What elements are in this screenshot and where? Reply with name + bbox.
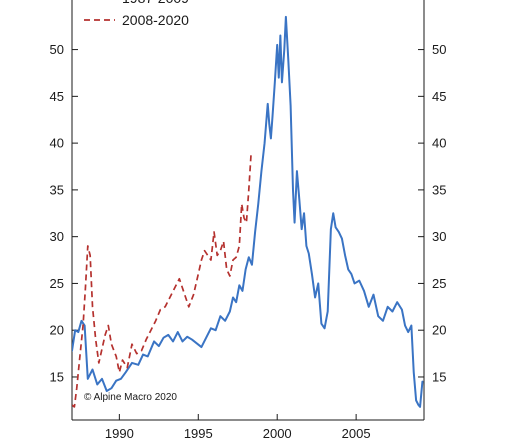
copyright-annotation: © Alpine Macro 2020 <box>84 392 177 403</box>
y-tick-label-right: 15 <box>432 369 446 384</box>
legend: 1987-2009 2008-2020 <box>84 0 189 28</box>
y-tick-label-left: 40 <box>50 136 64 151</box>
y-tick-label-left: 45 <box>50 89 64 104</box>
x-ticks: 1990 1995 2000 2005 <box>105 414 371 441</box>
y-tick-label-left: 25 <box>50 276 64 291</box>
y-tick-label-left: 30 <box>50 229 64 244</box>
x-tick-label: 1990 <box>105 426 134 441</box>
x-tick-label: 2000 <box>263 426 292 441</box>
y-ticks-right: 15 20 25 30 35 40 45 50 <box>418 42 446 384</box>
y-tick-label-left: 35 <box>50 182 64 197</box>
series-layer <box>72 15 424 408</box>
y-tick-label-right: 45 <box>432 89 446 104</box>
y-tick-label-right: 50 <box>432 42 446 57</box>
y-tick-label-right: 20 <box>432 323 446 338</box>
legend-label: 1987-2009 <box>122 0 189 6</box>
y-tick-label-right: 25 <box>432 276 446 291</box>
y-tick-label-right: 40 <box>432 136 446 151</box>
y-tick-label-left: 15 <box>50 369 64 384</box>
legend-label: 2008-2020 <box>122 12 189 28</box>
y-tick-label-left: 50 <box>50 42 64 57</box>
x-tick-label: 2005 <box>342 426 371 441</box>
series-line-2008-2020 <box>72 152 253 408</box>
y-tick-label-right: 35 <box>432 182 446 197</box>
series-line-1987-2009 <box>72 15 424 408</box>
y-ticks-left: 15 20 25 30 35 40 45 50 <box>50 42 78 384</box>
x-tick-label: 1995 <box>184 426 213 441</box>
y-tick-label-right: 30 <box>432 229 446 244</box>
y-tick-label-left: 20 <box>50 323 64 338</box>
